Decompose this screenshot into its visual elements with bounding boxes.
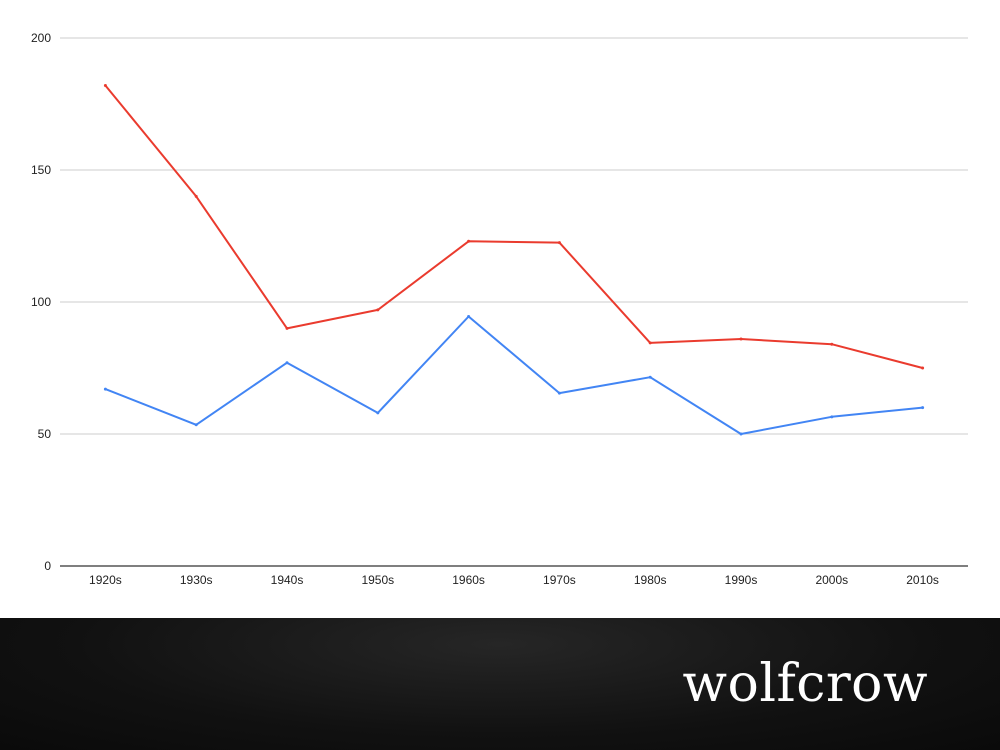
x-tick-label: 1990s: [725, 573, 758, 587]
data-point-series-2: [921, 406, 925, 410]
y-tick-label: 50: [38, 427, 52, 441]
data-point-series-1: [467, 239, 471, 243]
data-point-series-2: [830, 415, 834, 419]
x-tick-label: 1940s: [271, 573, 304, 587]
y-tick-label: 100: [31, 295, 51, 309]
data-point-series-1: [921, 366, 925, 370]
x-tick-label: 1980s: [634, 573, 667, 587]
data-point-series-2: [557, 391, 561, 395]
x-tick-label: 2000s: [815, 573, 848, 587]
x-tick-label: 1920s: [89, 573, 122, 587]
data-point-series-1: [376, 308, 380, 312]
wolfcrow-logo: wolfcrow: [682, 654, 928, 714]
data-point-series-1: [103, 84, 107, 88]
data-point-series-1: [194, 194, 198, 198]
series-line-2: [104, 315, 924, 435]
data-point-series-2: [285, 361, 289, 365]
data-point-series-1: [648, 341, 652, 345]
x-tick-label: 1950s: [361, 573, 394, 587]
data-point-series-2: [648, 375, 652, 379]
x-axis-ticks: 1920s 1930s 1940s 1950s 1960s 1970s 1980s 1990s…: [89, 573, 939, 587]
data-point-series-2: [739, 432, 743, 436]
series-lines: [103, 84, 925, 436]
x-tick-label: 1970s: [543, 573, 576, 587]
data-point-series-1: [739, 337, 743, 341]
y-tick-label: 150: [31, 163, 51, 177]
brand-footer: wolfcrow: [0, 618, 1000, 750]
x-tick-label: 2010s: [906, 573, 939, 587]
series-line-1: [104, 84, 924, 369]
data-point-series-1: [830, 342, 834, 346]
x-tick-label: 1960s: [452, 573, 485, 587]
x-tick-label: 1930s: [180, 573, 213, 587]
line-chart: 0 50 100 150 200 1920s 1930s 1940s 1950s 1960s 19…: [30, 31, 968, 587]
data-point-series-2: [194, 423, 198, 427]
data-point-series-2: [376, 411, 380, 415]
y-tick-label: 0: [44, 559, 51, 573]
data-point-series-2: [103, 387, 107, 391]
data-point-series-1: [285, 326, 289, 330]
data-point-series-2: [467, 315, 471, 319]
y-axis-ticks: 0 50 100 150 200: [31, 31, 51, 573]
y-tick-label: 200: [31, 31, 51, 45]
gridlines: [60, 37, 968, 567]
data-point-series-1: [557, 241, 561, 245]
